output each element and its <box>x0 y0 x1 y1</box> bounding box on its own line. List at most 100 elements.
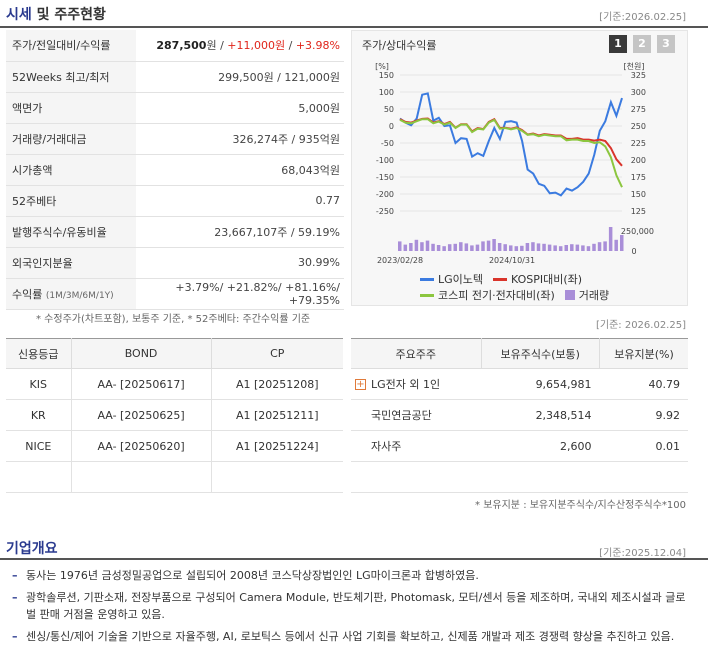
volume-bar <box>603 241 607 251</box>
left-tick-label: -150 <box>376 173 394 182</box>
volume-bar <box>553 245 557 251</box>
overview-list: – 동사는 1976년 금성정밀공업으로 설립되어 2008년 코스닥상장법인인 … <box>10 567 690 650</box>
table-cell <box>71 461 212 493</box>
table-row: 52Weeks 최고/최저 299,500원 / 121,000원 <box>6 61 344 93</box>
row-label: 외국인지분율 <box>6 247 136 279</box>
table-row: 주가/전일대비/수익률 287,500원 / +11,000원 / +3.98% <box>6 30 344 62</box>
volume-bar <box>581 245 585 251</box>
section-title: 시세 및 주주현황 <box>6 7 106 23</box>
range-button-3[interactable]: 3 <box>657 35 675 53</box>
left-tick-label: -100 <box>376 156 394 165</box>
table-cell: AA- [20250617] <box>71 368 212 400</box>
table-cell: A1 [20251211] <box>211 399 343 431</box>
table-cell: AA- [20250625] <box>71 399 212 431</box>
volume-bar <box>459 242 463 251</box>
table-row: 52주베타 0.77 <box>6 185 344 217</box>
holder-shares: 9,654,981 <box>481 368 600 400</box>
table-row: 수익률 (1M/3M/6M/1Y) +3.79%/ +21.82%/ +81.1… <box>6 278 344 310</box>
right-tick-label: 200 <box>631 156 646 165</box>
left-tick-label: 50 <box>384 105 394 114</box>
right-tick-label: 250 <box>631 122 646 131</box>
right-tick-label: 125 <box>631 207 646 216</box>
volume-bar <box>420 242 424 251</box>
volume-bar <box>492 239 496 251</box>
holder-shares <box>481 461 600 493</box>
row-label: 52주베타 <box>6 185 136 217</box>
volume-bar <box>608 227 613 251</box>
row-label: 거래량/거래대금 <box>6 123 136 155</box>
volume-bar <box>425 240 430 251</box>
volume-bar <box>570 244 574 251</box>
volume-bar <box>575 244 580 251</box>
table-row: + LG전자 외 1인 9,654,981 40.79 <box>351 368 688 400</box>
list-item: – 동사는 1976년 금성정밀공업으로 설립되어 2008년 코스닥상장법인인 … <box>12 569 479 582</box>
left-tick-label: -200 <box>376 190 394 199</box>
volume-bar <box>547 244 552 251</box>
volume-bar <box>436 245 441 251</box>
price-chart-panel: 주가/상대수익률 1 2 3 150 100 50 0 -50 -100 -150 -200 -… <box>351 30 688 306</box>
right-tick-label: 325 <box>631 71 646 80</box>
row-value: 5,000원 <box>136 92 344 124</box>
column-header: CP <box>211 338 343 369</box>
column-header: 보유지분(%) <box>599 338 688 369</box>
range-button-2[interactable]: 2 <box>633 35 651 53</box>
row-label: 시가총액 <box>6 154 136 186</box>
price-footnote: * 수정주가(차트포함), 보통주 기준, * 52주베타: 주간수익률 기준 <box>36 314 311 325</box>
volume-bar <box>564 245 568 251</box>
legend-item: KOSPI대비(좌) <box>493 271 582 287</box>
chart-legend: LG이노텍 KOSPI대비(좌) 코스피 전기·전자대비(좌) 거래량 <box>420 271 609 303</box>
right-axis-unit: [천원] <box>624 61 645 71</box>
volume-bar <box>542 243 546 251</box>
right-tick-label: 175 <box>631 173 646 182</box>
volume-bar <box>447 244 452 251</box>
column-header: 주요주주 <box>351 338 482 369</box>
row-label: 수익률 (1M/3M/6M/1Y) <box>6 278 136 310</box>
column-header: 신용등급 <box>6 338 72 369</box>
x-tick-label: 2024/10/31 <box>489 256 535 265</box>
holder-name: 국민연금공단 <box>351 399 481 431</box>
table-cell: A1 [20251224] <box>211 430 343 462</box>
holder-percent <box>599 461 688 493</box>
legend-item: LG이노텍 <box>420 271 483 287</box>
row-label: 주가/전일대비/수익률 <box>6 30 136 62</box>
table-cell <box>211 461 343 493</box>
left-tick-label: 100 <box>379 88 394 97</box>
expand-plus-icon[interactable]: + <box>355 379 366 390</box>
volume-bar <box>531 242 535 251</box>
holder-footnote: * 보유지분 : 보유지분주식수/지수산정주식수*100 <box>475 500 686 511</box>
holder-percent: 40.79 <box>599 368 688 400</box>
row-value: 30.99% <box>136 247 344 279</box>
table-row: 시가총액 68,043억원 <box>6 154 344 186</box>
volume-bar <box>520 245 524 251</box>
volume-bar <box>398 241 402 251</box>
volume-bar <box>403 244 408 251</box>
volume-bar <box>525 243 530 251</box>
asof-date: [기준:2026.02.25] <box>599 12 686 23</box>
volume-bar <box>431 243 435 251</box>
row-value: 299,500원 / 121,000원 <box>136 61 344 93</box>
row-value: +3.79%/ +21.82%/ +81.16%/ +79.35% <box>136 278 344 310</box>
table-row: KR AA- [20250625] A1 [20251211] <box>6 399 343 431</box>
overview-header: 기업개요 [기준:2025.12.04] <box>0 536 708 560</box>
price-chart: 150 100 50 0 -50 -100 -150 -200 -250 325 300 275 250… <box>375 61 654 265</box>
range-button-group: 1 2 3 <box>609 35 675 53</box>
price-table: 주가/전일대비/수익률 287,500원 / +11,000원 / +3.98%… <box>6 30 344 310</box>
left-tick-label: -250 <box>376 207 394 216</box>
table-row: KIS AA- [20250617] A1 [20251208] <box>6 368 343 400</box>
holder-name[interactable]: + LG전자 외 1인 <box>351 368 481 400</box>
range-button-1[interactable]: 1 <box>609 35 627 53</box>
table-cell: A1 [20251208] <box>211 368 343 400</box>
table-row: 거래량/거래대금 326,274주 / 935억원 <box>6 123 344 155</box>
row-label: 52Weeks 최고/최저 <box>6 61 136 93</box>
holder-shares: 2,348,514 <box>481 399 600 431</box>
list-item: – 광학솔루션, 기판소재, 전장부품으로 구성되어 Camera Module,… <box>12 591 686 621</box>
volume-bar <box>497 243 502 251</box>
row-label: 액면가 <box>6 92 136 124</box>
holder-name: 자사주 <box>351 430 481 462</box>
list-item: – 센싱/통신/제어 기술을 기반으로 자율주행, AI, 로보틱스 등에서 신규… <box>12 630 675 643</box>
table-cell: AA- [20250620] <box>71 430 212 462</box>
shareholder-table: 주요주주 보유주식수(보통) 보유지분(%) + LG전자 외 1인 9,654,… <box>351 338 688 493</box>
chart-title: 주가/상대수익률 <box>362 39 437 52</box>
legend-item: 거래량 <box>564 287 609 303</box>
holder-percent: 9.92 <box>599 399 688 431</box>
